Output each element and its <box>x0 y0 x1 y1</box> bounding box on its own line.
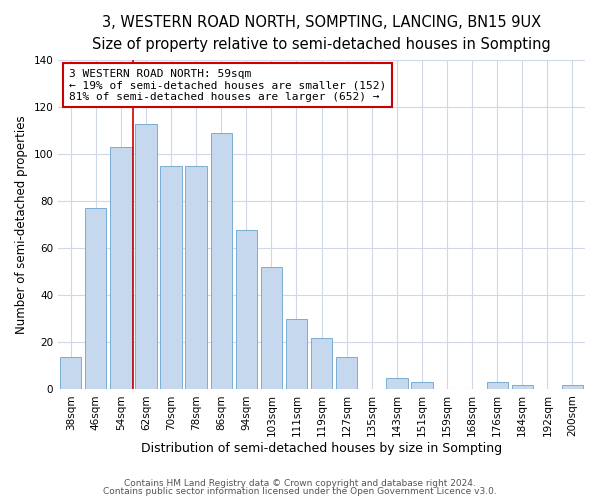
Bar <box>386 378 407 390</box>
Y-axis label: Number of semi-detached properties: Number of semi-detached properties <box>15 116 28 334</box>
Title: 3, WESTERN ROAD NORTH, SOMPTING, LANCING, BN15 9UX
Size of property relative to : 3, WESTERN ROAD NORTH, SOMPTING, LANCING… <box>92 15 551 52</box>
Bar <box>110 148 131 390</box>
Bar <box>60 356 82 390</box>
Bar <box>160 166 182 390</box>
Bar <box>562 385 583 390</box>
Bar <box>487 382 508 390</box>
Bar <box>512 385 533 390</box>
Bar <box>185 166 207 390</box>
Bar <box>261 267 282 390</box>
Bar <box>211 133 232 390</box>
Text: 3 WESTERN ROAD NORTH: 59sqm
← 19% of semi-detached houses are smaller (152)
81% : 3 WESTERN ROAD NORTH: 59sqm ← 19% of sem… <box>69 68 386 102</box>
Bar <box>136 124 157 390</box>
Bar <box>411 382 433 390</box>
X-axis label: Distribution of semi-detached houses by size in Sompting: Distribution of semi-detached houses by … <box>141 442 502 455</box>
Bar <box>336 356 358 390</box>
Bar <box>85 208 106 390</box>
Bar <box>311 338 332 390</box>
Bar <box>286 319 307 390</box>
Text: Contains public sector information licensed under the Open Government Licence v3: Contains public sector information licen… <box>103 487 497 496</box>
Text: Contains HM Land Registry data © Crown copyright and database right 2024.: Contains HM Land Registry data © Crown c… <box>124 478 476 488</box>
Bar <box>236 230 257 390</box>
